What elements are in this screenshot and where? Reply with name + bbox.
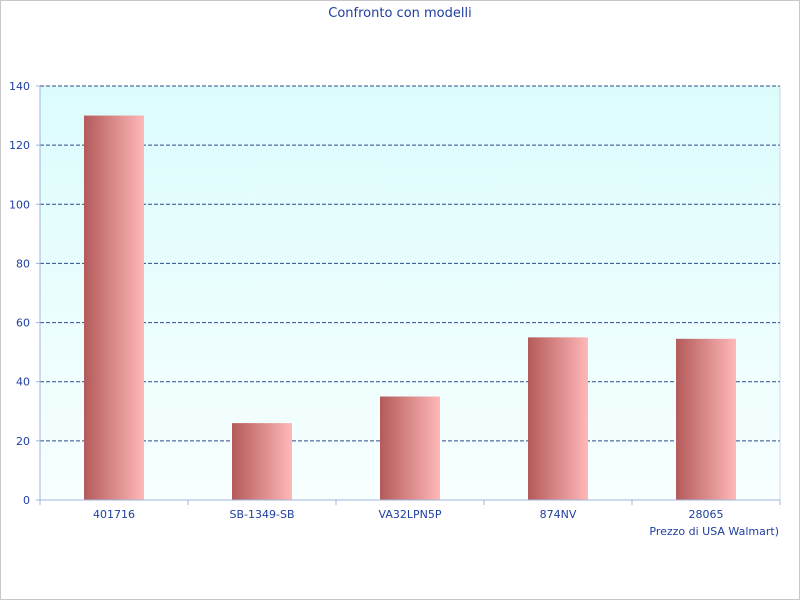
y-tick-label: 100	[9, 198, 30, 211]
bar	[676, 338, 736, 500]
x-axis-label: Prezzo di USA Walmart)	[649, 525, 779, 538]
bar	[84, 115, 144, 501]
x-tick-label: 401716	[93, 508, 135, 521]
y-tick-label: 20	[16, 435, 30, 448]
y-tick-label: 120	[9, 139, 30, 152]
x-tick-label: VA32LPN5P	[379, 508, 442, 521]
y-tick-label: 40	[16, 376, 30, 389]
y-axis-ticks: 0 20 40 60 80 100 120 140	[9, 80, 40, 507]
bar-series	[84, 115, 736, 501]
x-axis-ticks: 401716 SB-1349-SB VA32LPN5P 874NV 28065	[39, 500, 781, 521]
y-tick-label: 60	[16, 317, 30, 330]
x-tick-label: 28065	[689, 508, 724, 521]
y-tick-label: 0	[23, 494, 30, 507]
axes	[39, 86, 781, 501]
grid-lines	[40, 85, 780, 442]
bar	[232, 423, 292, 500]
chart-title: Confronto con modelli	[328, 6, 471, 21]
y-tick-label: 80	[16, 257, 30, 270]
bar	[380, 396, 440, 500]
x-tick-label: SB-1349-SB	[230, 508, 295, 521]
y-tick-label: 140	[9, 80, 30, 93]
bar	[528, 337, 588, 500]
x-tick-label: 874NV	[540, 508, 577, 521]
